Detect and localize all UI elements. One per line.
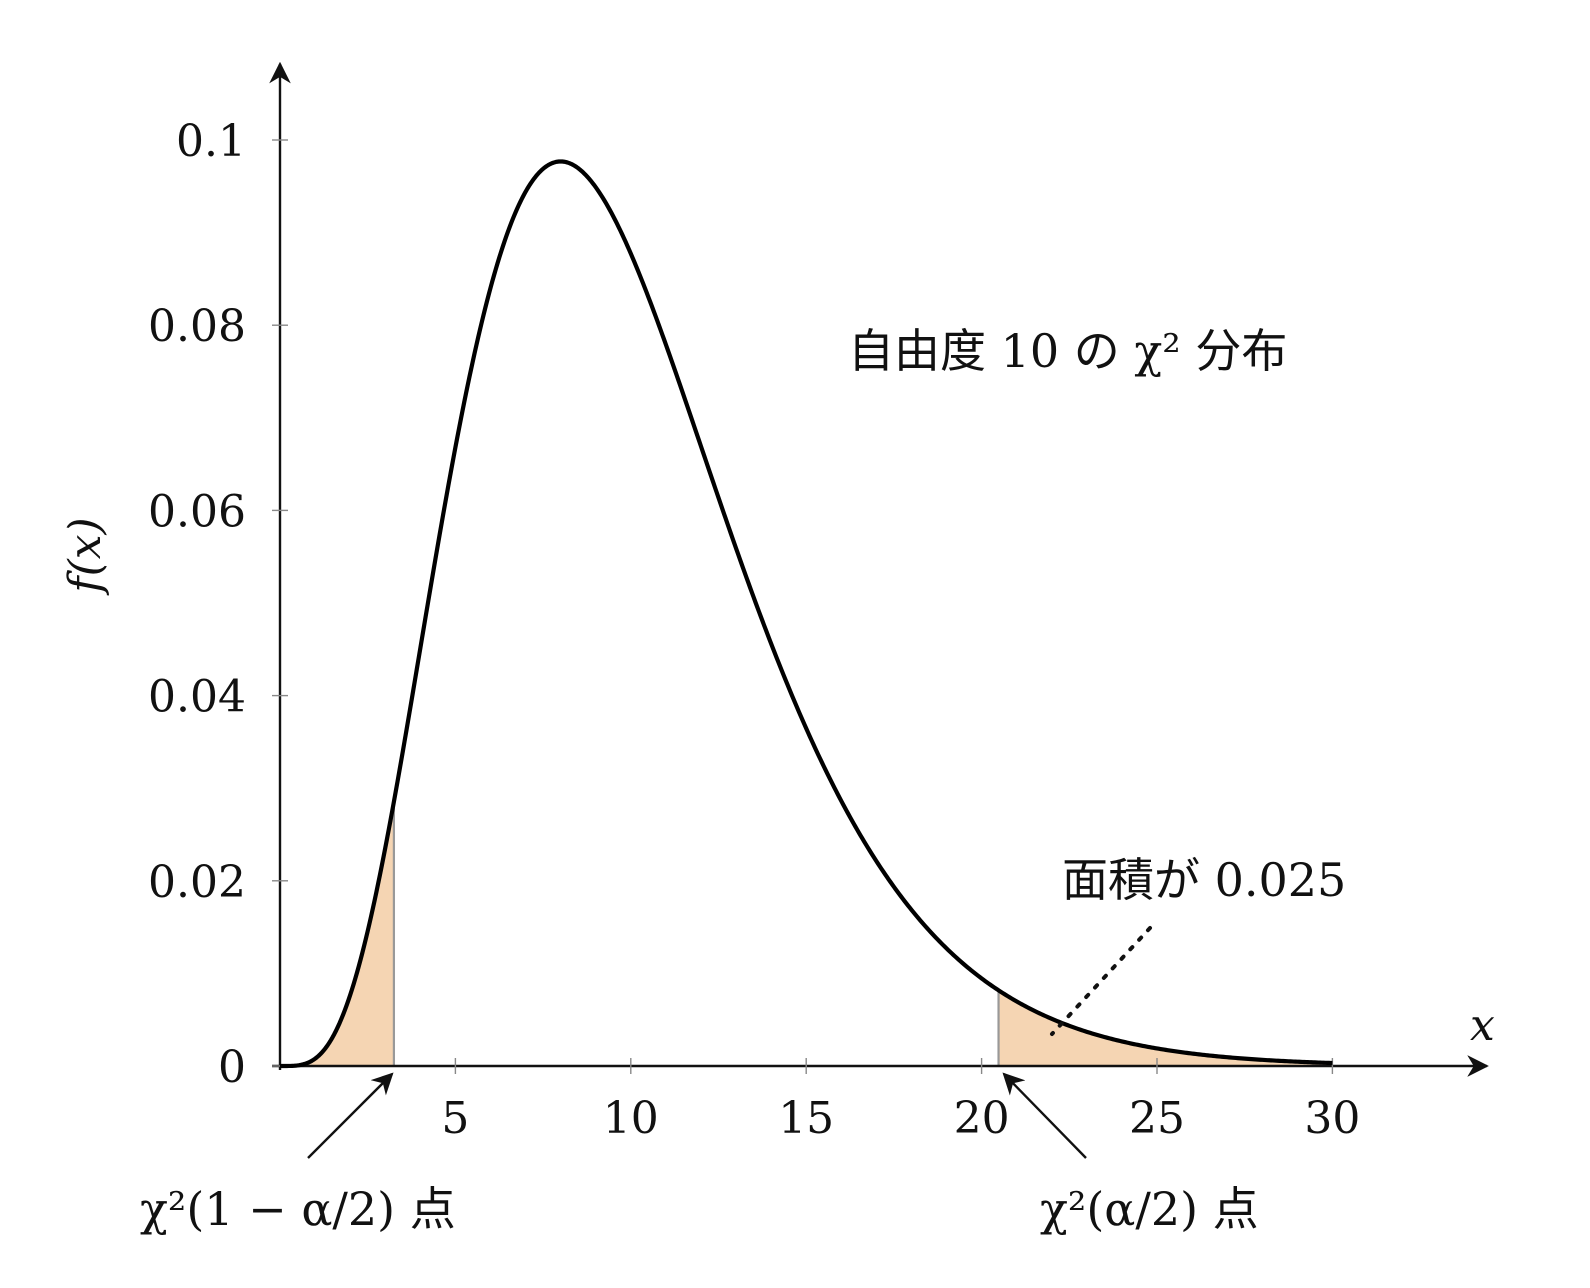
upper-point-arrow <box>1002 1072 1087 1159</box>
y-tick-label: 0.06 <box>148 486 246 537</box>
density-curve <box>279 159 1333 1069</box>
x-tick-label: 10 <box>603 1093 659 1144</box>
y-tick-label: 0.04 <box>148 672 246 723</box>
distribution-label: 自由度 10 の χ² 分布 <box>848 324 1287 378</box>
x-axis-title: x <box>1470 1000 1495 1051</box>
y-tick-label: 0.02 <box>148 857 246 908</box>
area-label: 面積が 0.025 <box>1062 853 1346 907</box>
upper-tail-area <box>998 990 1333 1066</box>
area-pointer <box>1050 926 1152 1036</box>
critical-value-edges <box>392 801 1000 1066</box>
shaded-tail-areas <box>280 801 1333 1066</box>
y-tick-label: 0.08 <box>148 301 246 352</box>
x-tick-label: 5 <box>441 1093 469 1144</box>
lower-tail-area <box>280 801 394 1066</box>
lower-point-label: χ²(1 − α/2) 点 <box>140 1182 456 1236</box>
x-axis-ticks: 5 10 15 20 25 30 <box>441 1058 1360 1144</box>
upper-point-label: χ²(α/2) 点 <box>1040 1182 1259 1236</box>
y-axis-ticks: 0 0.02 0.04 0.06 0.08 0.1 <box>148 116 288 1093</box>
y-tick-label: 0 <box>218 1042 246 1093</box>
y-tick-label: 0.1 <box>176 116 246 167</box>
x-tick-label: 20 <box>954 1093 1010 1144</box>
x-tick-label: 25 <box>1129 1093 1185 1144</box>
x-tick-label: 30 <box>1304 1093 1360 1144</box>
x-tick-label: 15 <box>778 1093 834 1144</box>
lower-point-arrow <box>307 1072 394 1159</box>
y-axis-title: f(x) <box>60 517 111 595</box>
